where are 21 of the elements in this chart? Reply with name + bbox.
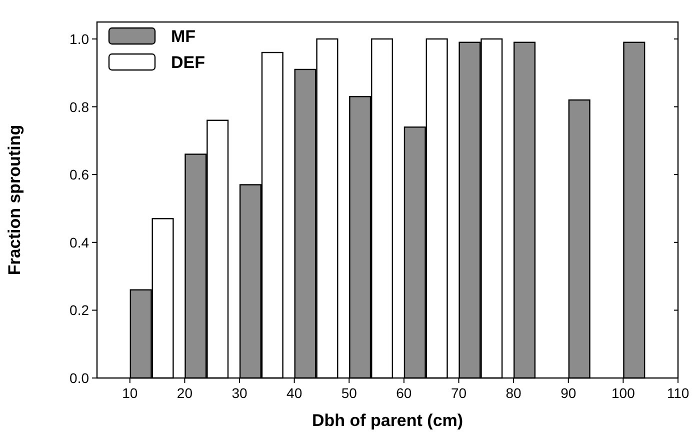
x-tick-label: 80 [506, 385, 522, 401]
y-tick-label: 1.0 [70, 30, 90, 47]
y-tick-label: 0.4 [70, 234, 90, 250]
x-tick-label: 110 [666, 385, 690, 401]
y-tick-label: 0.2 [70, 302, 90, 318]
x-tick-label: 90 [560, 385, 576, 401]
legend-label: MF [171, 27, 196, 46]
x-tick-label: 60 [396, 385, 412, 401]
legend-label: DEF [171, 53, 205, 72]
x-tick-label: 50 [341, 385, 358, 401]
x-tick-label: 30 [232, 385, 248, 401]
x-tick-label: 10 [122, 385, 138, 401]
y-tick-label: 0.0 [70, 370, 90, 386]
x-tick-label: 100 [612, 385, 636, 401]
y-tick-label: 0.6 [70, 166, 90, 183]
x-tick-label: 20 [176, 385, 193, 401]
y-axis-title: Fraction sprouting [5, 124, 24, 276]
x-tick-label: 70 [450, 385, 467, 401]
x-tick-label: 40 [286, 385, 302, 401]
y-tick-label: 0.8 [70, 98, 90, 115]
x-axis-title: Dbh of parent (cm) [312, 411, 464, 430]
